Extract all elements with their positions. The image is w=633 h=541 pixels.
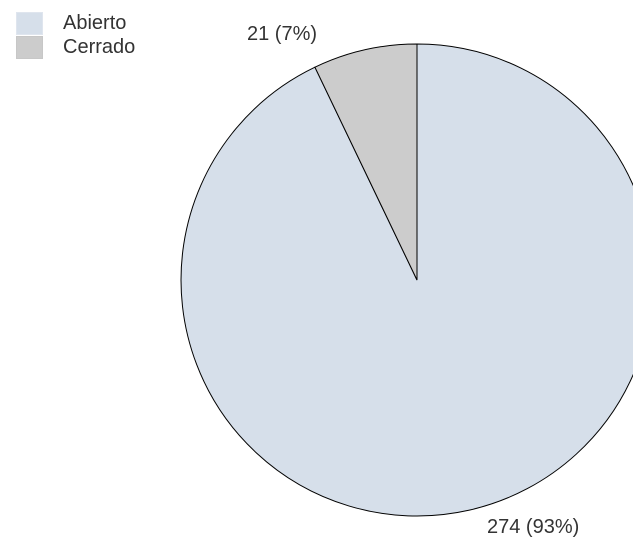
- legend-swatch-abierto: [16, 11, 43, 35]
- data-label-cerrado: 21 (7%): [247, 23, 317, 45]
- legend-item-abierto: Abierto: [16, 11, 135, 35]
- legend-item-cerrado: Cerrado: [16, 35, 135, 59]
- pie-slice-cerrado: [314, 43, 418, 281]
- legend-label-abierto: Abierto: [63, 12, 127, 34]
- legend: Abierto Cerrado: [16, 11, 135, 59]
- legend-swatch-cerrado: [16, 35, 43, 59]
- pie-slice-abierto: [180, 43, 633, 517]
- legend-label-cerrado: Cerrado: [63, 36, 136, 58]
- data-label-abierto: 274 (93%): [487, 516, 579, 538]
